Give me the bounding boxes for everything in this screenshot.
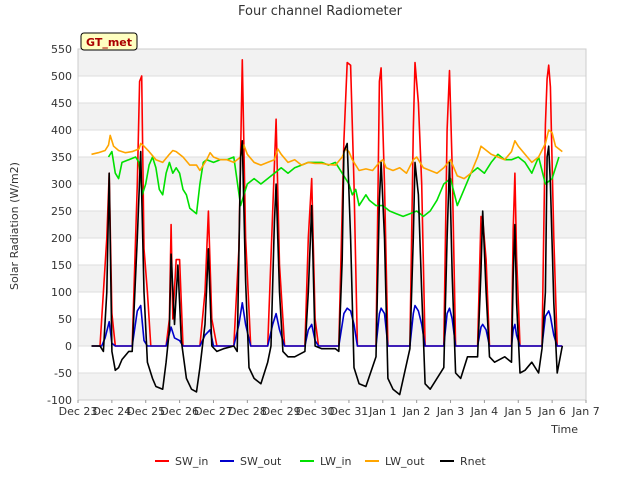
y-tick-label: 200 — [51, 232, 72, 245]
series-line-sw-in — [91, 58, 563, 347]
y-tick-label: 350 — [51, 151, 72, 164]
legend: SW_in SW_out LW_in LW_out Rnet — [155, 455, 486, 468]
series-line-lw-out — [91, 129, 563, 180]
x-axis-label: Time — [550, 423, 578, 436]
plot-band — [78, 103, 586, 130]
x-tick-label: Jan 1 — [368, 405, 396, 418]
x-tick-label: Jan 5 — [504, 405, 532, 418]
x-tick-label: Jan 4 — [470, 405, 498, 418]
y-tick-label: 250 — [51, 205, 72, 218]
series-line-sw-out — [91, 301, 563, 347]
station-badge-box — [80, 32, 138, 51]
y-tick-label: -50 — [54, 367, 72, 380]
station-badge: GT_met — [80, 32, 138, 51]
x-tick-label: Dec 23 — [59, 405, 98, 418]
y-axis-label: Solar Radiation (W/m2) — [8, 162, 21, 290]
y-tick-label: 300 — [51, 178, 72, 191]
x-tick-label: Dec 26 — [160, 405, 199, 418]
y-tick-label: 450 — [51, 97, 72, 110]
station-badge-label: GT_met — [86, 36, 132, 49]
legend-label: SW_out — [240, 455, 282, 468]
y-tick-label: 400 — [51, 124, 72, 137]
x-tick-label: Jan 6 — [537, 405, 565, 418]
series-line-rnet — [91, 140, 564, 396]
plot-band — [78, 265, 586, 292]
x-tick-label: Jan 2 — [402, 405, 430, 418]
y-tick-label: 0 — [65, 340, 72, 353]
y-tick-label: 100 — [51, 286, 72, 299]
y-tick-label: -100 — [47, 394, 72, 407]
legend-label: Rnet — [460, 455, 486, 468]
x-tick-label: Dec 25 — [126, 405, 165, 418]
x-tick-label: Dec 28 — [228, 405, 267, 418]
legend-label: LW_in — [320, 455, 352, 468]
x-tick-label: Dec 27 — [194, 405, 233, 418]
series-lines — [91, 58, 564, 396]
x-tick-label: Jan 3 — [436, 405, 464, 418]
legend-label: LW_out — [385, 455, 425, 468]
x-tick-label: Dec 31 — [330, 405, 369, 418]
x-tick-label: Jan 7 — [571, 405, 599, 418]
x-tick-label: Dec 24 — [92, 405, 131, 418]
plot-band — [78, 211, 586, 238]
plot-frame — [77, 48, 587, 401]
y-tick-labels: -100 -50 0 50 100 150 200 250 300 350 400 450 500 550 — [47, 43, 72, 407]
y-tick-label: 150 — [51, 259, 72, 272]
plot-band — [78, 373, 586, 400]
y-tick-label: 50 — [58, 313, 72, 326]
x-tick-label: Dec 30 — [296, 405, 335, 418]
x-tick-label: Dec 29 — [262, 405, 301, 418]
series-line-lw-in — [107, 150, 560, 218]
plot-band — [78, 319, 586, 346]
y-tick-label: 550 — [51, 43, 72, 56]
plot-band — [78, 49, 586, 76]
y-tick-label: 500 — [51, 70, 72, 83]
plot-bands — [78, 49, 586, 400]
chart-title: Four channel Radiometer — [238, 4, 403, 19]
legend-label: SW_in — [175, 455, 208, 468]
